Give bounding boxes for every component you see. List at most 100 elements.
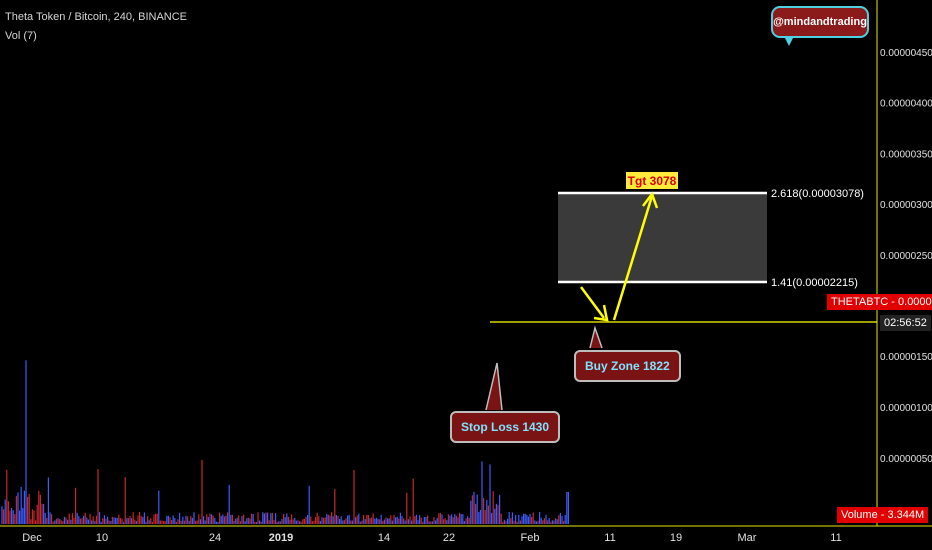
volume-bar [473,491,475,524]
volume-bar [487,505,489,524]
volume-bar [523,513,525,524]
volume-bar [31,509,33,524]
volume-bar [372,513,374,524]
volume-bar [17,492,19,524]
volume-bar [212,515,214,524]
volume-bar [387,518,389,524]
volume-bar [99,512,101,524]
volume-bar [246,518,248,524]
volume-bar [142,517,144,524]
volume-bar [225,515,227,524]
volume-bar [222,514,224,524]
volume-bar [439,512,441,524]
volume-bar [326,513,328,524]
volume-bar [271,512,273,524]
last-price-tag: THETABTC - 0.00002015 [827,294,932,310]
volume-bar [84,512,86,524]
time-axis[interactable]: Dec 10 24 2019 14 22 Feb 11 19 Mar 11 [22,532,841,544]
volume-bar [247,517,249,524]
volume-bar [494,508,496,524]
volume-bar [134,519,136,524]
volume-bar [460,514,462,524]
volume-bar [38,490,40,524]
volume-bar [337,515,339,524]
volume-bar [62,521,64,524]
volume-bar [377,518,379,524]
volume-bar [291,514,293,524]
volume-bar [396,516,398,524]
volume-bar [206,514,208,524]
volume-bar [507,518,509,524]
volume-bar [135,521,137,524]
volume-bar [486,499,488,524]
fib-141-label: 1.41(0.00002215) [771,277,858,289]
volume-bar [308,485,310,524]
time-axis-tick: Mar [738,532,757,544]
volume-bar [159,520,161,524]
volume-bar [414,516,416,524]
volume-bar [107,516,109,524]
price-axis-tick: 0.00000300 [880,200,932,211]
volume-bar [43,504,45,524]
volume-bar [294,517,296,524]
volume-bar [462,514,464,524]
volume-bar [503,519,505,524]
volume-bar [257,512,259,524]
volume-bar [195,520,197,524]
volume-bar [369,518,371,524]
volume-bar [227,512,229,524]
volume-bar [540,517,542,524]
volume-bar [150,518,152,524]
price-axis-tick: 0.00000100 [880,403,932,414]
volume-bar [35,520,37,524]
volume-bar [395,517,397,524]
volume-bar [179,512,181,524]
volume-bar [86,517,88,524]
volume-bar [302,519,304,524]
volume-bar [438,513,440,524]
volume-bar [419,515,421,524]
volume-bar [238,515,240,524]
volume-bar [345,518,347,524]
volume-bar [508,512,510,524]
price-axis[interactable]: 0.00000450 0.00000400 0.00000350 0.00000300… [880,48,932,519]
volume-bar [511,512,513,524]
volume-indicator-label[interactable]: Vol (7) [5,30,37,42]
volume-bar [97,469,99,524]
volume-bar [81,518,83,524]
arrow-up-head [642,191,659,209]
volume-bar [543,518,545,524]
volume-bar [254,521,256,524]
volume-bar [363,514,365,524]
volume-bar [451,514,453,524]
price-axis-tick: 0.00000050 [880,454,932,465]
volume-bar [454,514,456,524]
volume-bar [119,518,121,524]
target-zone [558,193,767,282]
volume-bar [268,520,270,524]
volume-bar [243,514,245,524]
price-axis-tick: 0.00000400 [880,99,932,110]
volume-bar [211,514,213,524]
volume-bar [443,519,445,524]
volume-bar [7,501,9,524]
volume-bar [518,514,520,524]
volume-bar [131,518,133,524]
volume-bar [436,517,438,524]
volume-bar [332,516,334,524]
volume-bar [327,514,329,524]
volume-bar [260,521,262,524]
volume-bar [44,512,46,524]
volume-bar [375,517,377,524]
volume-bar [361,520,363,524]
volume-bar [249,518,251,524]
volume-bar [492,491,494,524]
volume-bar [358,513,360,524]
arrow-down-leg [579,286,606,319]
volume-bar [329,515,331,524]
volume-bar [59,518,61,524]
volume-bar [147,516,149,524]
volume-bar [79,518,81,524]
volume-bar [289,519,291,524]
